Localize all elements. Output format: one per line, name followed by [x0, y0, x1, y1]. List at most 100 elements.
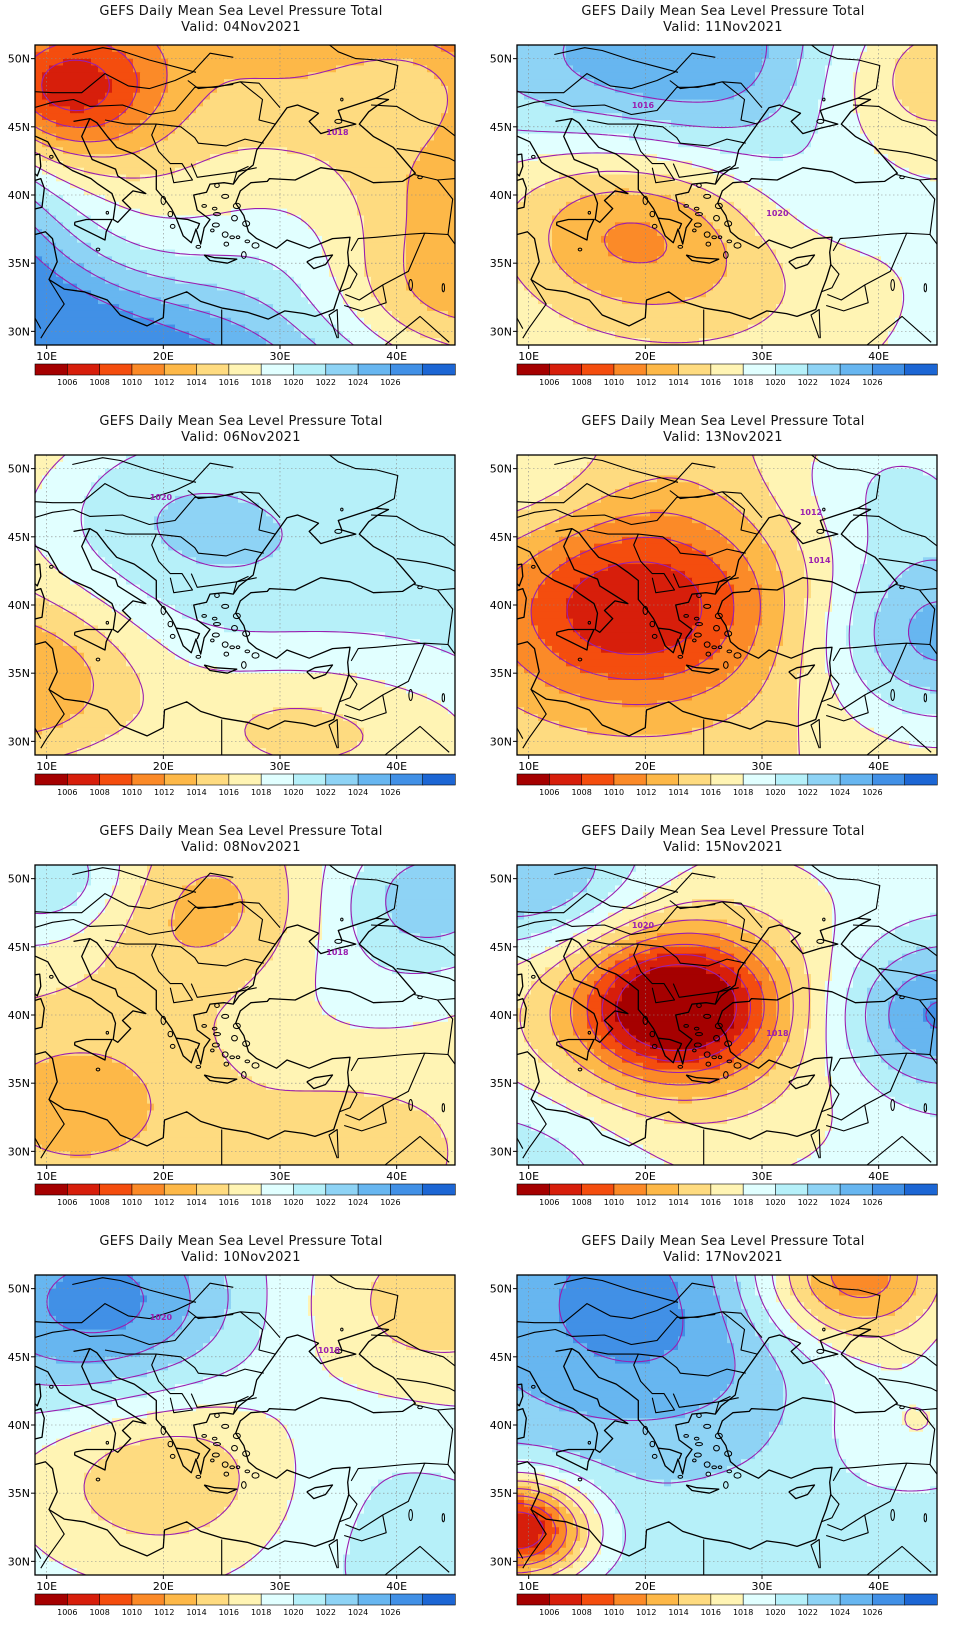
pressure-cell	[364, 324, 372, 332]
pressure-cell	[441, 154, 449, 162]
pressure-cell	[287, 106, 295, 114]
pressure-cell	[77, 222, 85, 230]
pressure-cell	[622, 106, 630, 114]
pressure-cell	[895, 215, 903, 223]
pressure-cell	[315, 167, 323, 176]
pressure-cell	[189, 147, 197, 155]
pressure-cell	[273, 45, 281, 53]
pressure-cell	[538, 249, 546, 257]
pressure-cell	[35, 263, 43, 271]
pressure-cell	[846, 140, 854, 148]
pressure-cell	[350, 99, 358, 107]
pressure-cell	[594, 147, 602, 155]
pressure-cell	[643, 160, 651, 169]
pressure-cell	[441, 242, 449, 251]
pressure-cell	[559, 181, 567, 189]
pressure-cell	[196, 331, 204, 339]
pressure-cell	[336, 222, 344, 230]
pressure-cell	[776, 147, 784, 155]
pressure-cell	[231, 58, 239, 67]
pressure-cell	[364, 79, 372, 87]
pressure-cell	[42, 338, 50, 345]
pressure-cell	[434, 79, 442, 87]
pressure-cell	[594, 297, 602, 305]
pressure-cell	[615, 229, 623, 237]
pressure-cell	[930, 167, 937, 176]
pressure-cell	[350, 92, 358, 101]
pressure-cell	[685, 92, 693, 101]
pressure-cell	[713, 106, 721, 114]
pressure-cell	[930, 208, 937, 217]
pressure-cell	[888, 229, 896, 237]
pressure-cell	[580, 242, 588, 251]
pressure-cell	[35, 154, 43, 162]
pressure-cell	[741, 51, 749, 60]
pressure-cell	[350, 310, 358, 319]
pressure-cell	[392, 242, 400, 251]
pressure-cell	[629, 147, 637, 155]
pressure-cell	[923, 276, 931, 285]
pressure-cell	[434, 99, 442, 107]
pressure-cell	[853, 167, 861, 176]
pressure-cell	[70, 270, 78, 278]
pressure-cell	[266, 222, 274, 230]
pressure-cell	[832, 92, 840, 101]
pressure-cell	[839, 51, 847, 60]
pressure-cell	[622, 208, 630, 217]
pressure-cell	[650, 215, 658, 223]
pressure-cell	[909, 195, 917, 203]
pressure-cell	[587, 174, 595, 182]
pressure-cell	[867, 79, 875, 87]
pressure-cell	[811, 45, 819, 53]
pressure-cell	[105, 160, 113, 169]
pressure-cell	[259, 133, 267, 142]
pressure-cell	[77, 249, 85, 257]
pressure-cell	[308, 256, 316, 264]
pressure-cell	[776, 45, 784, 53]
pressure-cell	[552, 174, 560, 182]
pressure-cell	[392, 51, 400, 60]
pressure-cell	[210, 147, 218, 155]
pressure-cell	[392, 181, 400, 189]
pressure-cell	[301, 256, 309, 264]
pressure-cell	[308, 229, 316, 237]
pressure-cell	[196, 249, 204, 257]
pressure-cell	[42, 106, 50, 114]
pressure-cell	[56, 45, 64, 53]
pressure-cell	[902, 208, 910, 217]
pressure-cell	[154, 147, 162, 155]
pressure-cell	[273, 215, 281, 223]
pressure-cell	[643, 276, 651, 285]
pressure-cell	[818, 160, 826, 169]
pressure-cell	[56, 297, 64, 305]
pressure-cell	[350, 290, 358, 298]
pressure-cell	[552, 270, 560, 278]
pressure-cell	[413, 215, 421, 223]
pressure-cell	[168, 331, 176, 339]
pressure-cell	[448, 154, 455, 162]
pressure-cell	[441, 174, 449, 182]
pressure-cell	[720, 120, 728, 128]
pressure-cell	[210, 72, 218, 80]
pressure-cell	[783, 249, 791, 257]
pressure-cell	[350, 249, 358, 257]
pressure-cell	[685, 290, 693, 298]
pressure-cell	[629, 229, 637, 237]
pressure-cell	[524, 174, 532, 182]
pressure-cell	[545, 106, 553, 114]
pressure-cell	[916, 51, 924, 60]
pressure-cell	[881, 256, 889, 264]
pressure-cell	[545, 58, 553, 67]
pressure-cell	[119, 208, 127, 217]
pressure-cell	[573, 201, 581, 210]
pressure-cell	[601, 154, 609, 162]
pressure-cell	[441, 160, 449, 169]
pressure-cell	[713, 160, 721, 169]
pressure-cell	[671, 160, 679, 169]
pressure-cell	[566, 181, 574, 189]
pressure-cell	[413, 65, 421, 73]
pressure-cell	[266, 256, 274, 264]
pressure-cell	[448, 188, 455, 196]
pressure-cell	[776, 276, 784, 285]
pressure-cell	[196, 201, 204, 210]
